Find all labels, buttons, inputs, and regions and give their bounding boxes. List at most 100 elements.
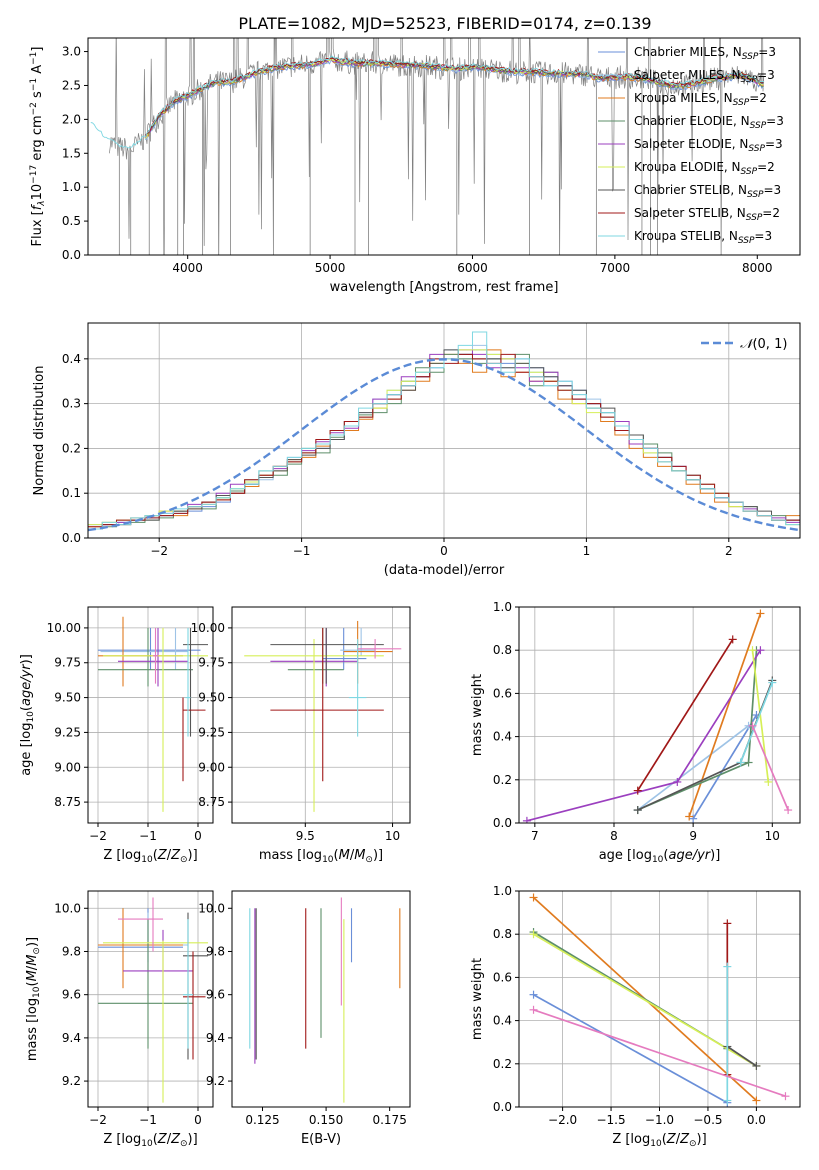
mass-vs-metallicity-panel: −2 −1 0 9.2 9.4 9.6 9.8 10.0 Z [log10(Z/Z⊙)] mass…	[25, 890, 214, 1149]
series-chabrier-miles	[529, 990, 732, 1107]
x-tick-label: −2	[89, 1113, 107, 1127]
series-salpeter-extra	[748, 721, 793, 815]
errorbar-kroupa-miles	[98, 908, 183, 989]
legend-entry: Chabrier MILES, NSSP=3	[634, 45, 776, 62]
weight-line	[533, 933, 757, 1067]
weight-line	[739, 682, 774, 763]
errorbar-chabrier-miles	[322, 627, 367, 670]
y-tick-label: 0.8	[493, 643, 512, 657]
errorbar-salpeter-stelib	[182, 697, 206, 782]
y-tick-label: 1.0	[493, 600, 512, 614]
x-tick-label: 8	[610, 829, 618, 843]
mass-weight-vs-metallicity-panel: −2.0 −1.5 −1.0 −0.5 0.0 0.0 0.2 0.4 0.6 0.8 1.0 Z […	[470, 884, 801, 1149]
legend-entry: Chabrier ELODIE, NSSP=3	[634, 114, 784, 131]
weight-line	[526, 649, 762, 822]
errorbar-kroupa-stelib	[185, 627, 191, 737]
x-tick-label: 5000	[315, 261, 346, 275]
y-tick-label: 9.00	[198, 760, 225, 774]
y-tick-label: 1.0	[493, 884, 512, 898]
y-tick-label: 2.5	[62, 78, 81, 92]
plot-area	[244, 620, 402, 812]
errorbar-chabrier-miles	[98, 908, 183, 963]
legend-entry: Chabrier STELIB, NSSP=3	[634, 183, 781, 200]
errorbar-salpeter-extra	[118, 897, 163, 952]
plot-area	[522, 609, 793, 823]
y-tick-label: 0.0	[493, 1100, 512, 1114]
y-tick-label: 10.0	[198, 901, 225, 915]
y-axis-label: mass weight	[470, 958, 485, 1040]
y-tick-label: 0.4	[62, 352, 81, 366]
x-tick-label: −1.0	[645, 1113, 674, 1127]
axes-frame	[231, 890, 411, 1108]
x-tick-label: 6000	[457, 261, 488, 275]
axes-decoration: 7 8 9 10 0.0 0.2 0.4 0.6 0.8 1.0 age [log10(age/yr…	[470, 600, 801, 865]
y-tick-label: 0.6	[493, 686, 512, 700]
y-tick-label: 9.75	[198, 656, 225, 670]
errorbar-salpeter-miles	[100, 627, 188, 670]
axes-decoration: 9.5 10 8.75 9.00 9.25 9.50 9.75 10.00 mass [log1…	[191, 606, 411, 865]
axes-frame	[518, 606, 801, 824]
weight-line	[688, 613, 762, 817]
y-tick-label: 0.3	[62, 397, 81, 411]
weight-line	[533, 1008, 786, 1098]
x-tick-label: 0	[194, 1113, 202, 1127]
errorbar-salpeter-extra	[153, 627, 158, 684]
y-axis-label: age [log10(age/yr)]	[19, 654, 36, 776]
mass-vs-extinction-panel: 0.125 0.150 0.175 9.2 9.4 9.6 9.8 10.0 E(B-V)	[198, 890, 411, 1147]
y-axis-label: Normed distribution	[32, 366, 47, 496]
data-spectrum-line	[109, 38, 765, 255]
x-tick-label: 1	[583, 544, 591, 558]
x-tick-label: 9.5	[296, 829, 315, 843]
x-tick-label: −1	[139, 1113, 157, 1127]
plot-area	[88, 331, 800, 532]
y-tick-label: 9.4	[206, 1031, 225, 1045]
weight-line	[637, 680, 774, 811]
errorbar-salpeter-elodie	[123, 929, 193, 995]
series-kroupa-stelib	[736, 678, 777, 767]
mass-weight-vs-age-panel: 7 8 9 10 0.0 0.2 0.4 0.6 0.8 1.0 age [log10(age/yr…	[470, 600, 801, 865]
series-chabrier-stelib	[633, 676, 777, 815]
y-axis-label: Flux [fλ10−17 erg cm−2 s−1 A−1]	[29, 47, 47, 247]
axes-frame	[87, 606, 214, 824]
series-kroupa-stelib	[723, 962, 732, 1105]
y-tick-label: 8.75	[54, 795, 81, 809]
legend-entry: Kroupa STELIB, NSSP=3	[634, 229, 772, 246]
y-tick-label: 9.00	[54, 760, 81, 774]
x-axis-label: E(B-V)	[301, 1132, 341, 1147]
x-tick-label: −2	[150, 544, 168, 558]
errorbar-kroupa-stelib	[183, 919, 193, 1049]
x-tick-label: 10	[385, 829, 400, 843]
y-tick-label: 9.25	[54, 725, 81, 739]
x-tick-label: 9	[689, 829, 697, 843]
y-tick-label: 0.2	[493, 773, 512, 787]
weight-line	[637, 725, 750, 811]
y-tick-label: 10.00	[191, 621, 225, 635]
x-tick-label: 0.125	[245, 1113, 279, 1127]
y-tick-label: 0.0	[493, 816, 512, 830]
errorbar-salpeter-extra	[357, 639, 402, 659]
y-tick-label: 9.8	[62, 944, 81, 958]
y-tick-label: 9.2	[206, 1074, 225, 1088]
axes-decoration: −2 −1 0 1 2 0.0 0.1 0.2 0.3 0.4 (data-model)/error…	[32, 322, 801, 578]
errorbar-chabrier-stelib	[183, 627, 208, 737]
gaussian-curve	[88, 358, 800, 532]
axes-decoration: 0.125 0.150 0.175 9.2 9.4 9.6 9.8 10.0 E(B-V)	[198, 890, 411, 1147]
x-tick-label: 0.0	[747, 1113, 766, 1127]
y-tick-label: 8.75	[198, 795, 225, 809]
legend-entry: Kroupa ELODIE, NSSP=2	[634, 160, 775, 177]
x-axis-label: age [log10(age/yr)]	[599, 848, 721, 865]
x-tick-label: 0.150	[309, 1113, 343, 1127]
legend-entry: Salpeter STELIB, NSSP=2	[634, 206, 780, 223]
legend-entry: 𝒩(0, 1)	[740, 337, 787, 352]
errorbar-chabrier-stelib	[183, 912, 208, 1060]
grid	[232, 607, 410, 823]
spectrum-panel: 4000 5000 6000 7000 8000 0.0 0.5 1.0 1.5 2.0 2.5 3.…	[29, 37, 801, 295]
axes-frame	[231, 606, 411, 824]
errorbar-chabrier-elodie	[98, 627, 193, 687]
age-vs-mass-panel: 9.5 10 8.75 9.00 9.25 9.50 9.75 10.00 mass [log1…	[191, 606, 411, 865]
legend-entry: Salpeter MILES, NSSP=3	[634, 68, 775, 85]
plot-area	[98, 897, 208, 1103]
y-tick-label: 9.75	[54, 656, 81, 670]
x-tick-label: 7000	[600, 261, 631, 275]
